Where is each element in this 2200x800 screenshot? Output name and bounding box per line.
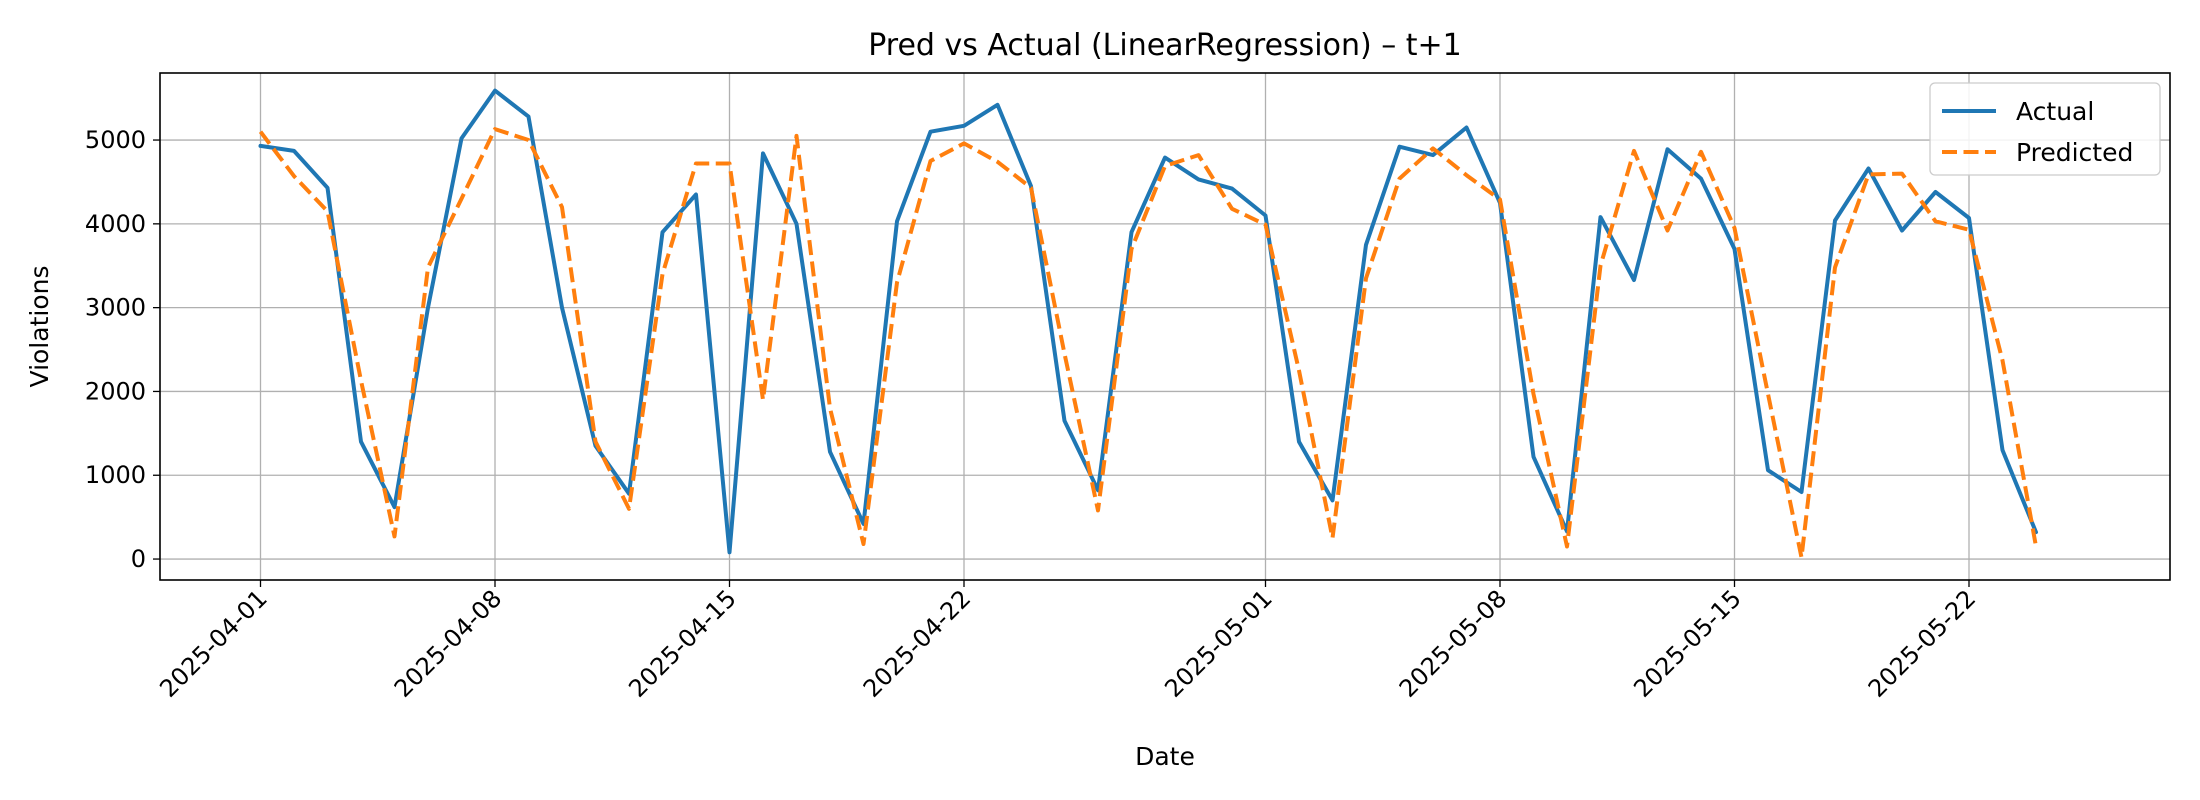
y-tick-label: 2000: [85, 377, 146, 405]
y-tick-label: 1000: [85, 461, 146, 489]
y-tick-label: 4000: [85, 210, 146, 238]
x-axis-title: Date: [1135, 742, 1195, 771]
grid: [160, 73, 2170, 580]
series-line-predicted: [258, 127, 2038, 560]
chart-title: Pred vs Actual (LinearRegression) – t+1: [868, 28, 1462, 63]
series-line-actual: [258, 88, 2038, 555]
legend-label-actual: Actual: [2016, 97, 2094, 126]
series-layer: [258, 88, 2038, 560]
plot-frame: [159, 72, 2171, 581]
legend: Actual Predicted: [1929, 82, 2161, 176]
y-tick-label: 3000: [85, 294, 146, 322]
y-axis-title: Violations: [25, 266, 54, 388]
y-tick-label: 0: [131, 545, 146, 573]
legend-label-predicted: Predicted: [2016, 138, 2133, 167]
y-tick-label: 5000: [85, 126, 146, 154]
